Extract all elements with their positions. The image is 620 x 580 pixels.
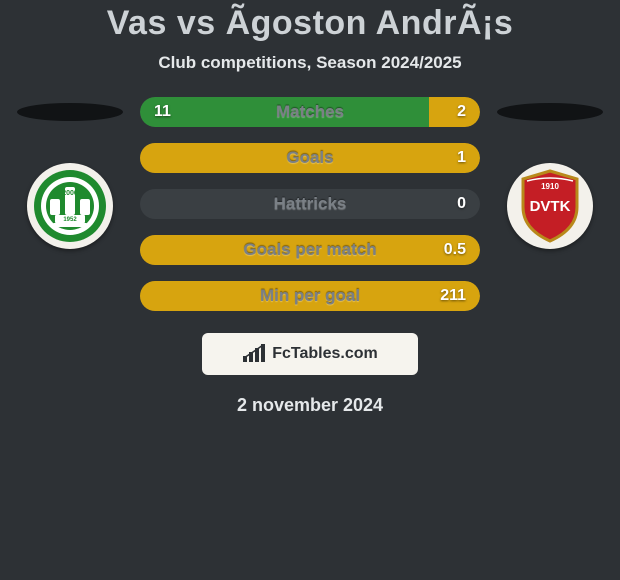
stat-bar: 112Matches	[140, 97, 480, 127]
branding-badge: FcTables.com	[202, 333, 418, 375]
stat-bar: 0Hattricks	[140, 189, 480, 219]
stat-bar: 0.5Goals per match	[140, 235, 480, 265]
main-row: 2006 1952 112Matches 1Goals 0Hattricks 0.5G…	[0, 95, 620, 311]
stat-bar: 211Min per goal	[140, 281, 480, 311]
left-club-badge: 2006 1952	[27, 163, 113, 249]
stat-label: Goals	[140, 143, 480, 173]
left-side-column: 2006 1952	[10, 95, 130, 249]
right-club-badge: 1910 DVTK	[507, 163, 593, 249]
right-badge-year: 1910	[541, 182, 559, 191]
stat-label: Min per goal	[140, 281, 480, 311]
right-club-crest-icon: 1910 DVTK	[515, 167, 585, 245]
stat-bar: 1Goals	[140, 143, 480, 173]
stats-column: 112Matches 1Goals 0Hattricks 0.5Goals per m…	[140, 95, 480, 311]
page-subtitle: Club competitions, Season 2024/2025	[0, 53, 620, 73]
left-club-crest-icon: 2006 1952	[33, 169, 107, 243]
left-badge-year-top: 2006	[62, 190, 78, 197]
page-title: Vas vs Ãgoston AndrÃ¡s	[0, 4, 620, 43]
right-shadow-ellipse	[497, 103, 603, 121]
right-side-column: 1910 DVTK	[490, 95, 610, 249]
left-badge-year-bottom: 1952	[63, 217, 77, 223]
left-shadow-ellipse	[17, 103, 123, 121]
right-badge-text: DVTK	[530, 198, 571, 215]
infographic-root: Vas vs Ãgoston AndrÃ¡s Club competitions…	[0, 0, 620, 416]
stat-label: Hattricks	[140, 189, 480, 219]
bar-chart-icon	[242, 344, 266, 364]
date-line: 2 november 2024	[0, 395, 620, 416]
branding-text: FcTables.com	[272, 345, 378, 363]
stat-label: Goals per match	[140, 235, 480, 265]
stat-label: Matches	[140, 97, 480, 127]
